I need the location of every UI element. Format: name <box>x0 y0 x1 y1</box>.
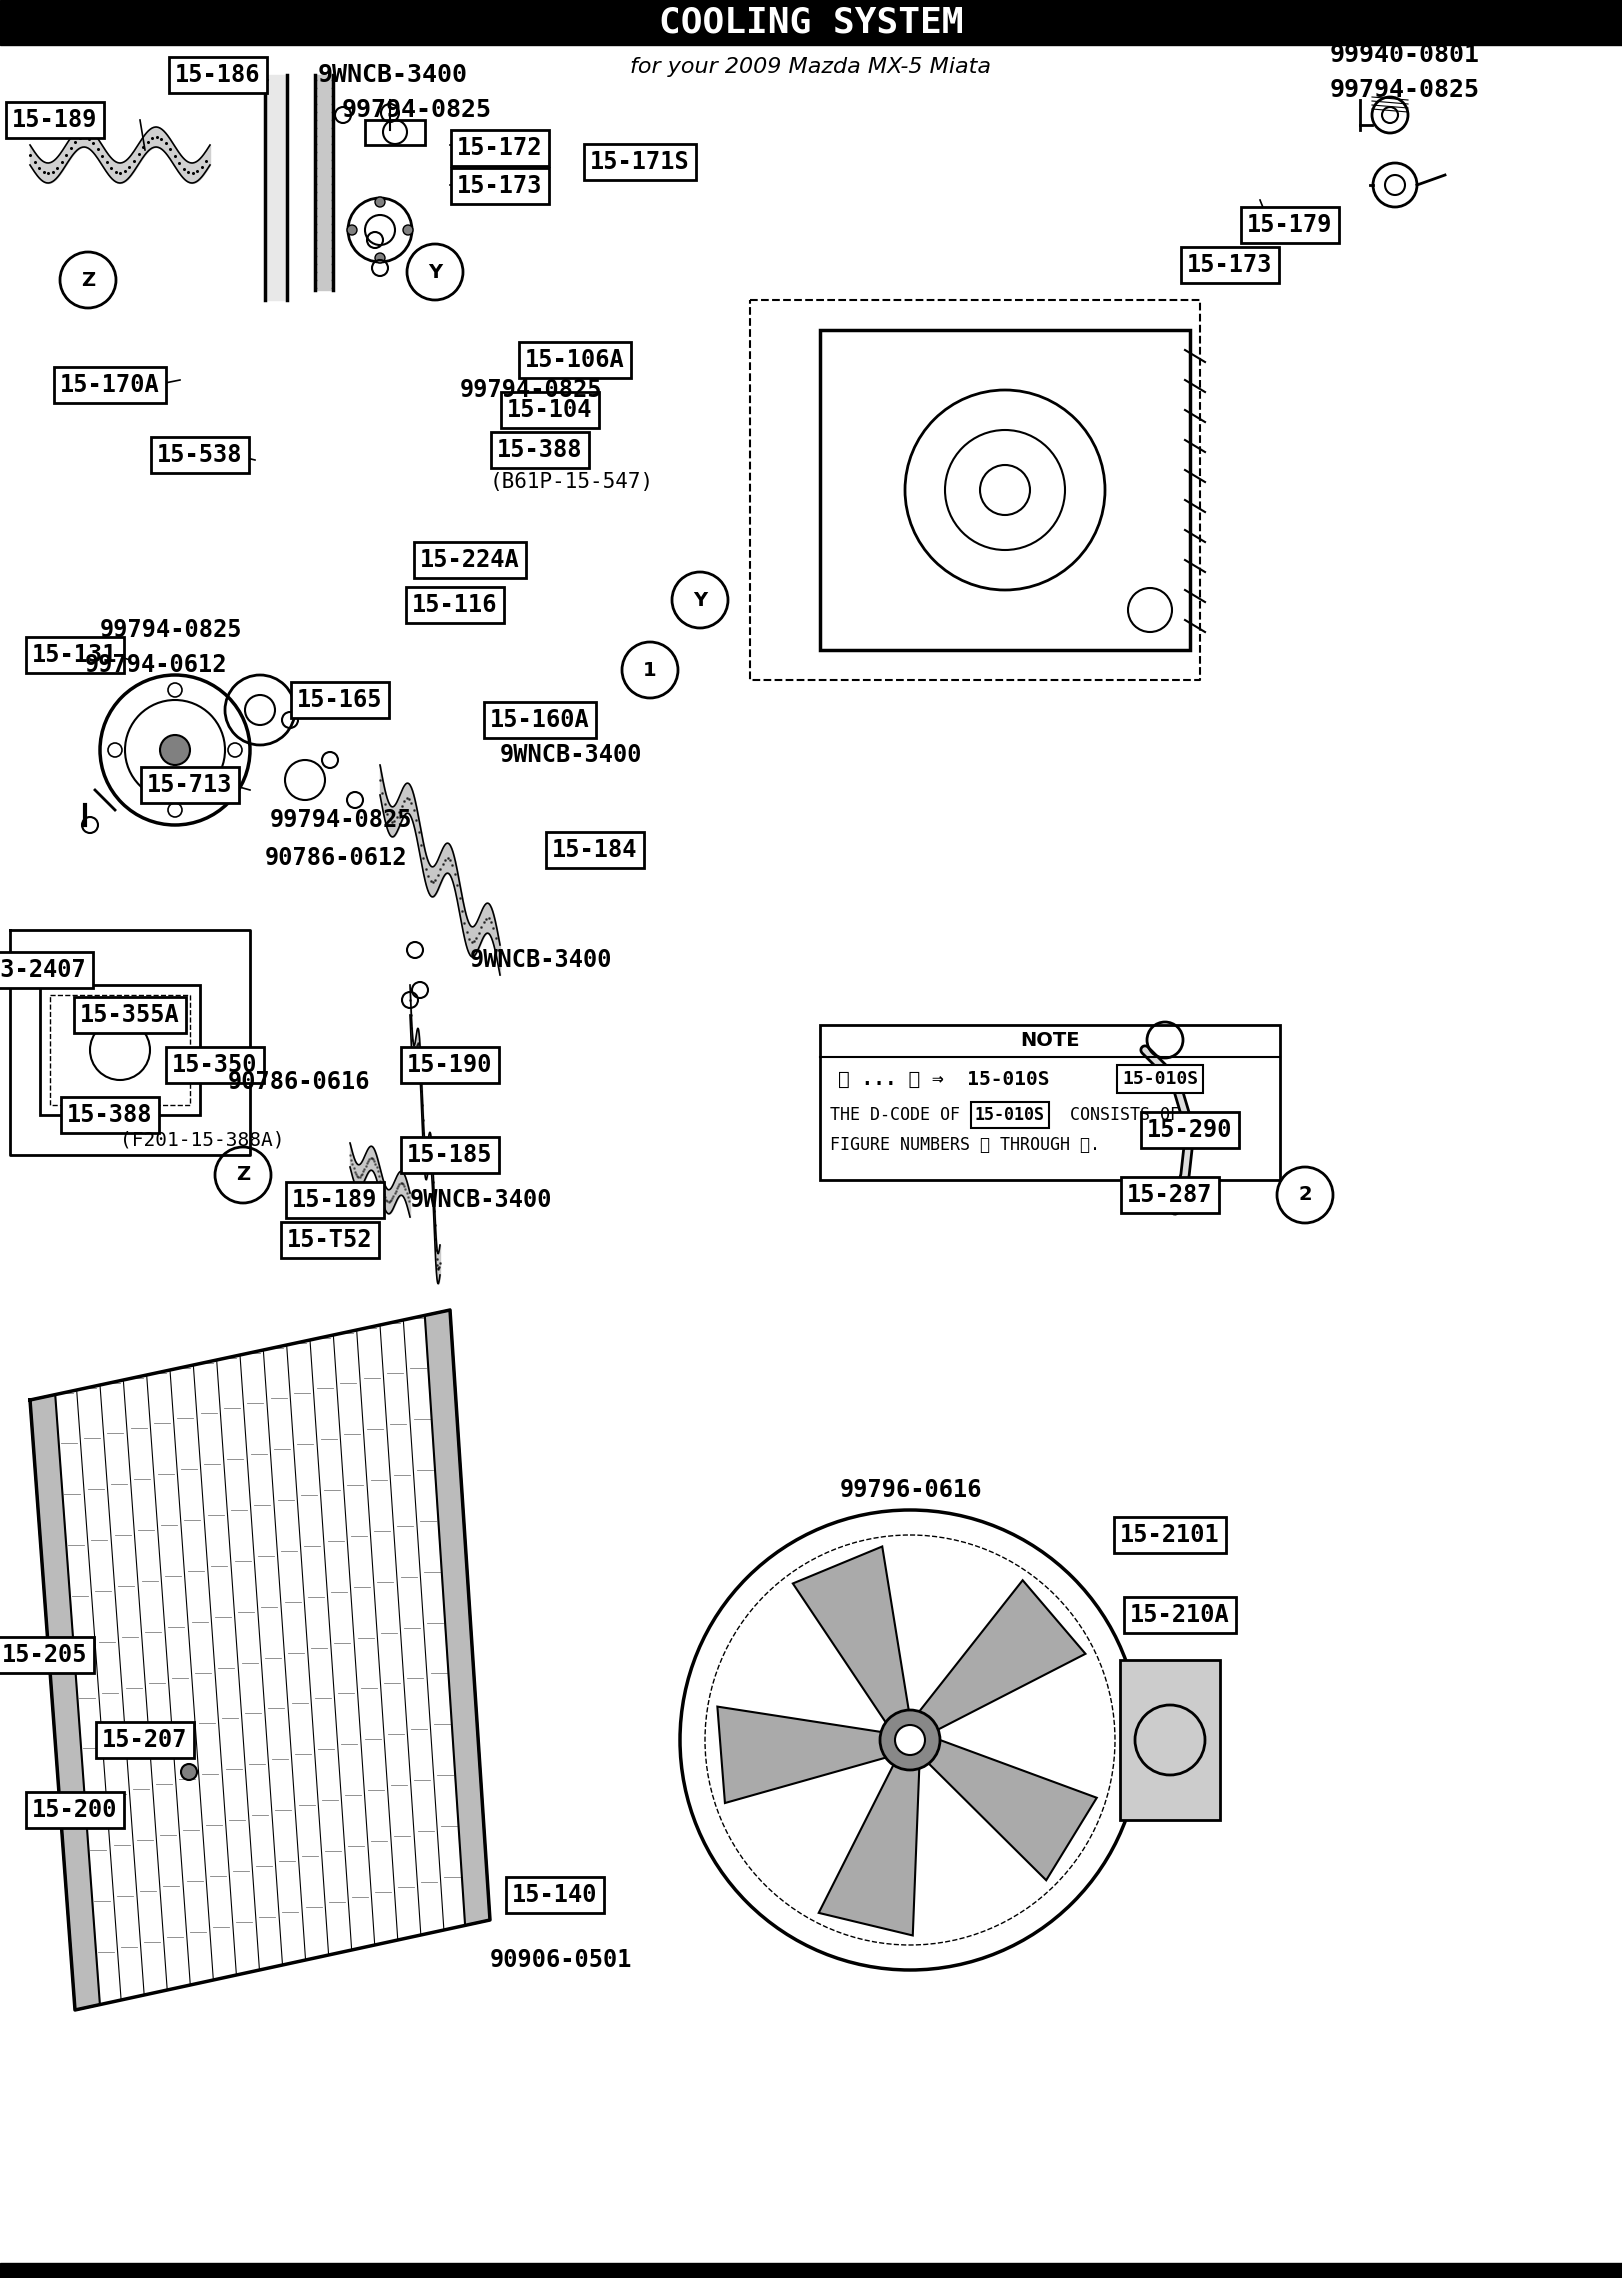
Text: 15-131: 15-131 <box>32 642 118 667</box>
Bar <box>50 995 190 1105</box>
Polygon shape <box>425 1310 490 1925</box>
Text: Y: Y <box>428 262 443 282</box>
Polygon shape <box>717 1706 886 1804</box>
Text: 15-287: 15-287 <box>1127 1182 1213 1207</box>
Text: 90906-0501: 90906-0501 <box>490 1948 633 1973</box>
Text: 15-104: 15-104 <box>508 399 592 421</box>
Text: 15-713: 15-713 <box>148 772 232 797</box>
Text: THE D-CODE OF  15-010S  CONSISTS OF: THE D-CODE OF 15-010S CONSISTS OF <box>830 1107 1179 1123</box>
Circle shape <box>895 1724 925 1754</box>
Text: 99794-0825: 99794-0825 <box>1330 77 1479 103</box>
Polygon shape <box>29 1394 101 2009</box>
Text: 15-173: 15-173 <box>457 173 543 198</box>
Text: 15-538: 15-538 <box>157 442 243 467</box>
Text: FIGURE NUMBERS ① THROUGH ②.: FIGURE NUMBERS ① THROUGH ②. <box>830 1137 1100 1155</box>
Bar <box>1121 1661 1220 1820</box>
Text: 15-205: 15-205 <box>2 1642 88 1667</box>
Text: 99796-0616: 99796-0616 <box>840 1478 983 1501</box>
Text: 99794-0825: 99794-0825 <box>461 378 602 401</box>
Text: 15-160A: 15-160A <box>490 708 590 731</box>
Text: 90786-0612: 90786-0612 <box>264 845 407 870</box>
Text: COOLING SYSTEM: COOLING SYSTEM <box>659 5 963 39</box>
Text: 15-210A: 15-210A <box>1131 1604 1229 1626</box>
Bar <box>41 984 200 1114</box>
Text: 9WNCB-3400: 9WNCB-3400 <box>410 1189 553 1212</box>
Text: 15-355A: 15-355A <box>79 1002 180 1027</box>
Text: 15-184: 15-184 <box>551 838 637 861</box>
Circle shape <box>375 196 384 207</box>
Text: 9WNCB-3400: 9WNCB-3400 <box>318 64 469 87</box>
Text: 99794-0825: 99794-0825 <box>101 617 243 642</box>
Text: 15-388: 15-388 <box>67 1103 152 1128</box>
Text: Z: Z <box>235 1166 250 1185</box>
Text: 15-116: 15-116 <box>412 592 498 617</box>
Text: 99794-0612: 99794-0612 <box>84 654 227 677</box>
Polygon shape <box>819 1765 920 1936</box>
Polygon shape <box>793 1547 908 1722</box>
Text: 15-190: 15-190 <box>407 1052 493 1077</box>
Polygon shape <box>929 1740 1096 1879</box>
Text: NOTE: NOTE <box>1020 1032 1080 1050</box>
Text: 15-010S: 15-010S <box>975 1107 1045 1123</box>
Circle shape <box>402 226 414 235</box>
Text: 15-207: 15-207 <box>102 1729 188 1752</box>
Text: 15-350: 15-350 <box>172 1052 258 1077</box>
Text: 99940-0801: 99940-0801 <box>1330 43 1479 66</box>
Text: 15-189: 15-189 <box>13 107 97 132</box>
Text: 90786-0616: 90786-0616 <box>229 1071 370 1093</box>
Text: (B61P-15-547): (B61P-15-547) <box>490 472 654 492</box>
Circle shape <box>347 226 357 235</box>
Text: 15-010S: 15-010S <box>1122 1071 1199 1089</box>
Text: 9WNCB-3400: 9WNCB-3400 <box>470 948 613 973</box>
Text: 15-170A: 15-170A <box>60 374 161 396</box>
Text: 15-224A: 15-224A <box>420 549 521 572</box>
Polygon shape <box>920 1581 1085 1729</box>
Text: 15-T52: 15-T52 <box>287 1228 373 1253</box>
Text: 15-106A: 15-106A <box>526 349 624 371</box>
Text: 1: 1 <box>644 661 657 679</box>
Text: 99794-0825: 99794-0825 <box>342 98 491 123</box>
Text: for your 2009 Mazda MX-5 Miata: for your 2009 Mazda MX-5 Miata <box>631 57 991 77</box>
Text: Y: Y <box>693 590 707 611</box>
Circle shape <box>881 1711 941 1770</box>
Text: 15-140: 15-140 <box>513 1884 599 1907</box>
Text: 15-172: 15-172 <box>457 137 543 159</box>
Bar <box>821 330 1191 649</box>
Text: 15-171S: 15-171S <box>590 150 689 173</box>
Text: 15-290: 15-290 <box>1147 1118 1233 1141</box>
Text: 15-173: 15-173 <box>1187 253 1273 278</box>
Circle shape <box>182 1763 196 1779</box>
Text: 15-2101: 15-2101 <box>1121 1524 1220 1547</box>
Text: 9WNCB-3400: 9WNCB-3400 <box>500 743 642 768</box>
Text: 15-185: 15-185 <box>407 1144 493 1166</box>
Text: 15-179: 15-179 <box>1247 214 1333 237</box>
Text: ① ... ② ⇒  15-010S: ① ... ② ⇒ 15-010S <box>839 1068 1049 1089</box>
Text: 15-165: 15-165 <box>297 688 383 713</box>
Text: 99794-0825: 99794-0825 <box>269 809 412 831</box>
Text: 2: 2 <box>1298 1185 1312 1205</box>
Text: 15-200: 15-200 <box>32 1797 118 1822</box>
Text: 15-388: 15-388 <box>498 437 582 462</box>
Bar <box>365 121 425 146</box>
Bar <box>0 2262 1622 2278</box>
Bar <box>0 0 1622 46</box>
Circle shape <box>375 253 384 262</box>
Bar <box>821 1025 1280 1180</box>
Text: 93-2407: 93-2407 <box>0 959 88 982</box>
Text: Z: Z <box>81 271 96 289</box>
Text: (F201-15-388A): (F201-15-388A) <box>120 1130 284 1150</box>
Circle shape <box>161 736 190 765</box>
Text: 15-189: 15-189 <box>292 1189 378 1212</box>
Text: 15-186: 15-186 <box>175 64 261 87</box>
